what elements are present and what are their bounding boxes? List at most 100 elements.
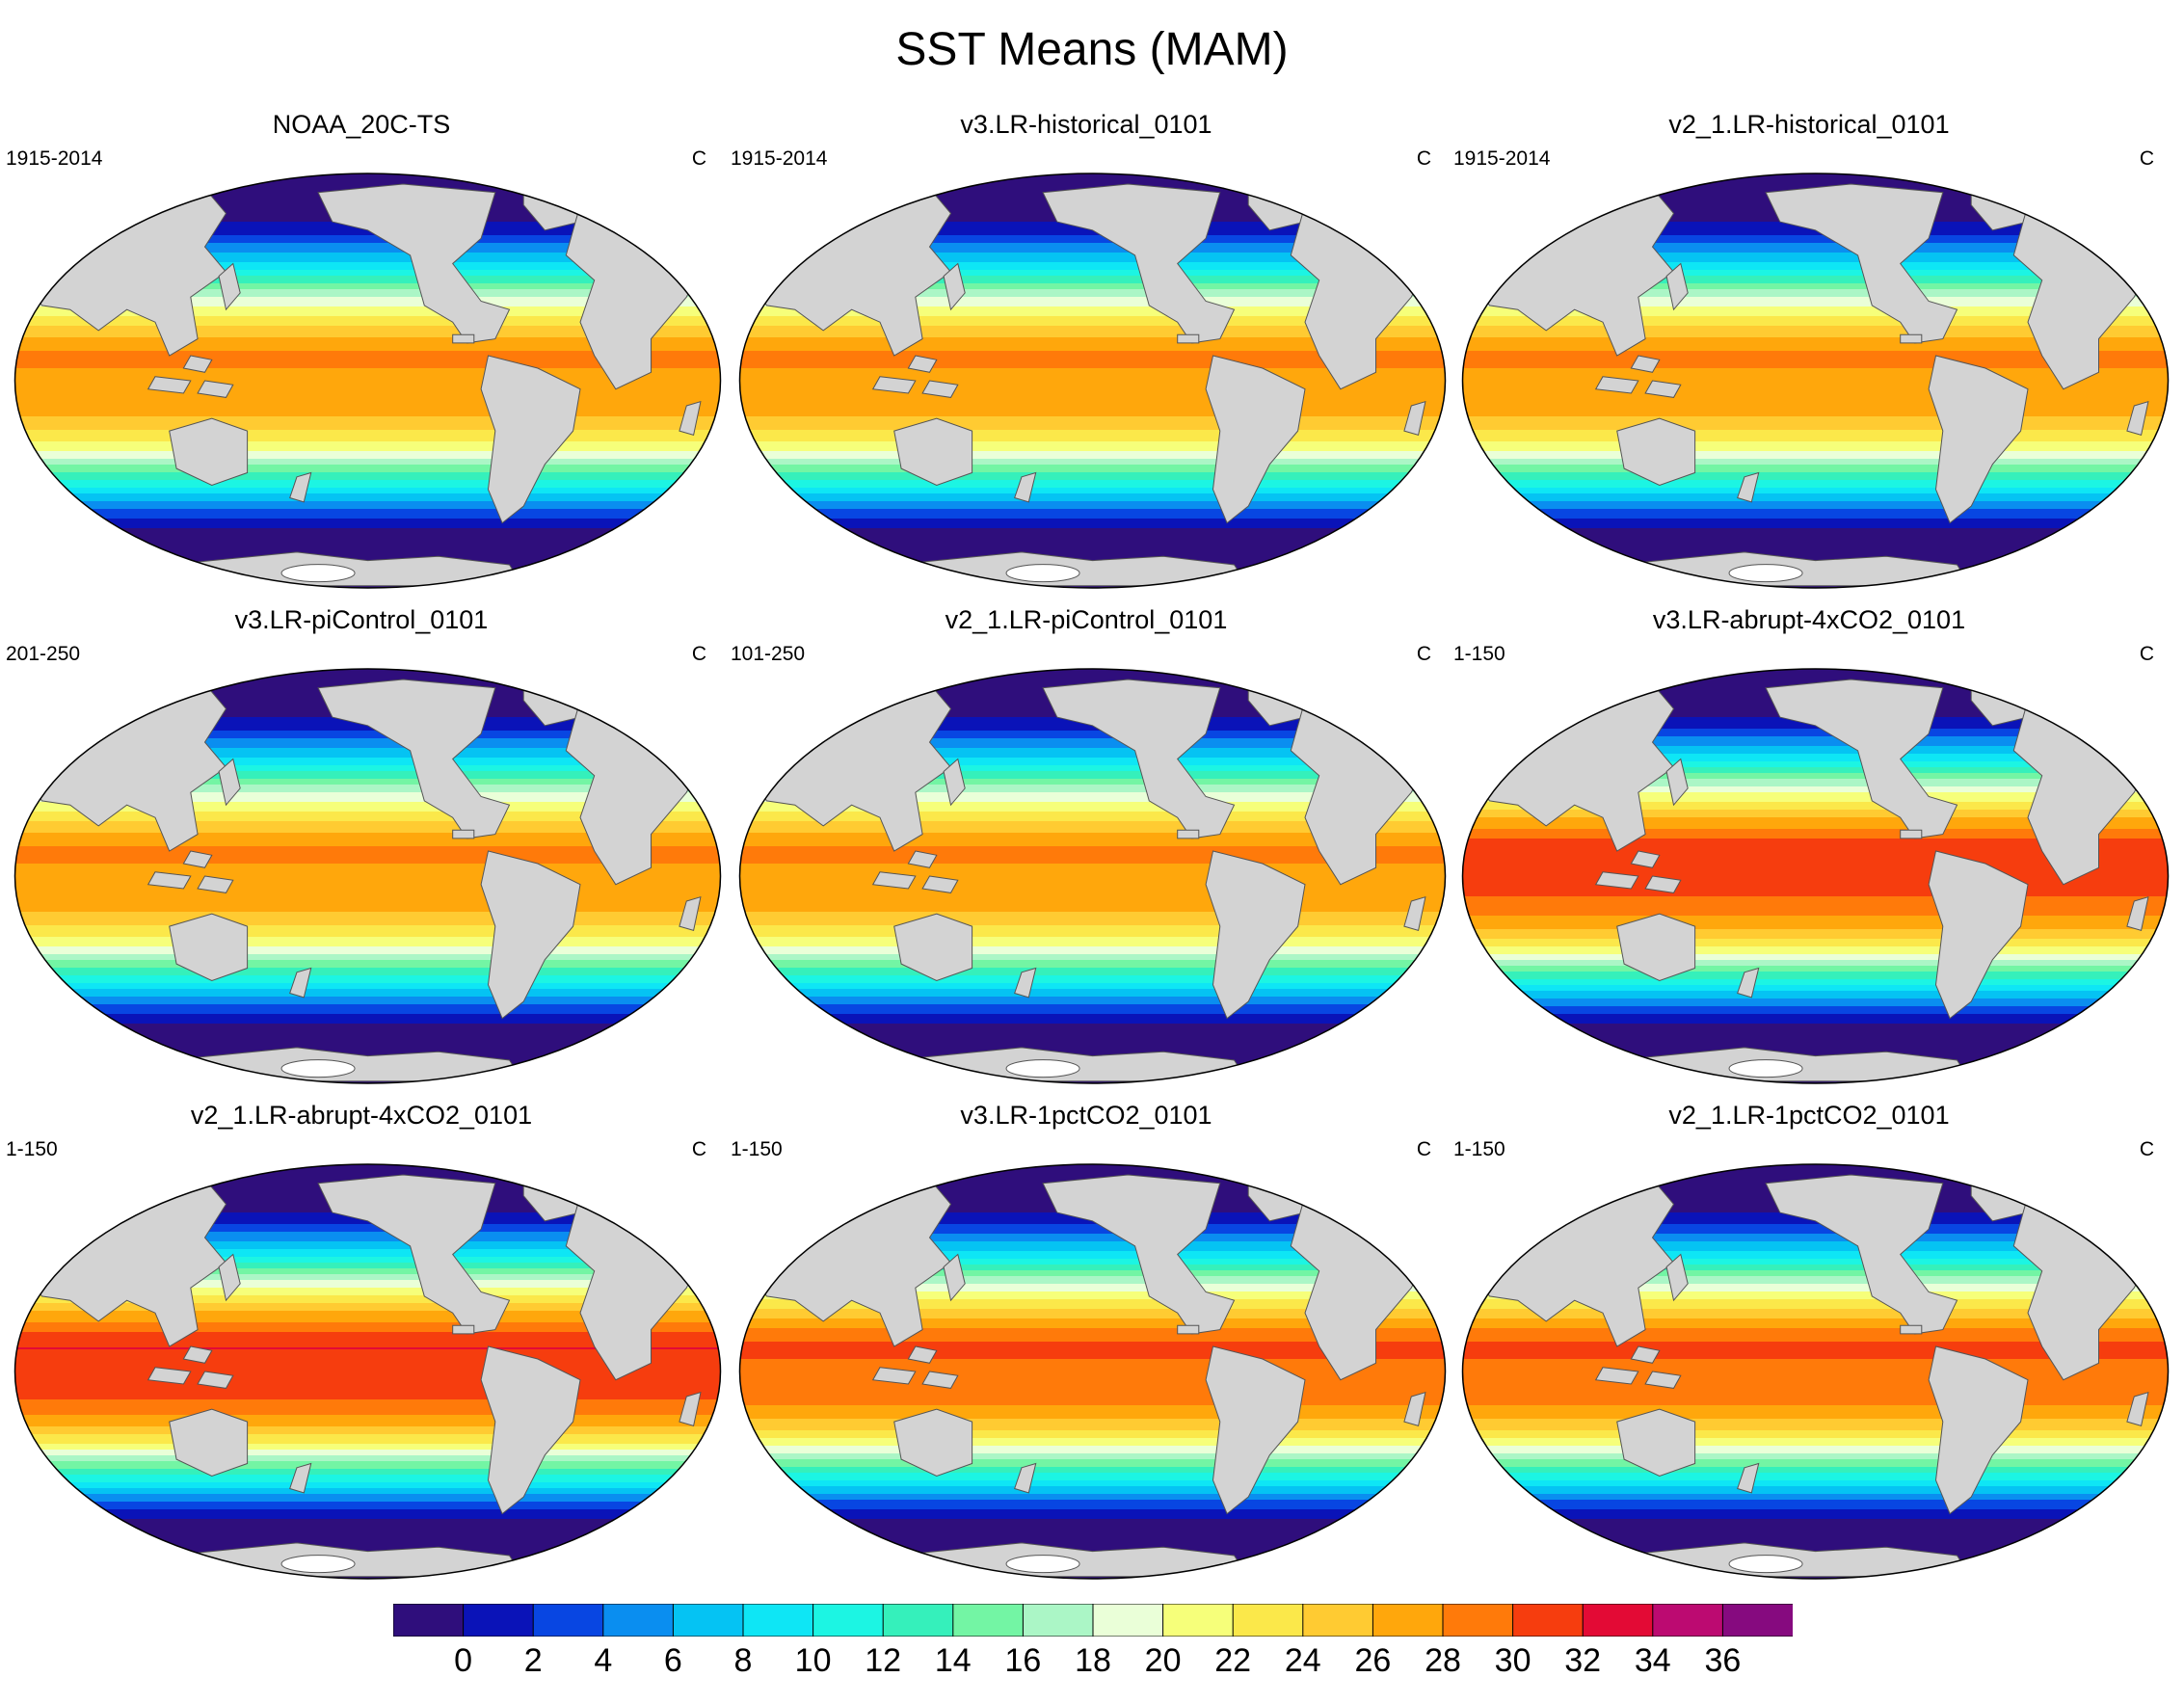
sst-band	[739, 1345, 1446, 1348]
sst-band	[1462, 530, 2169, 533]
sst-band	[14, 466, 721, 469]
sst-band	[14, 305, 721, 307]
sst-band	[739, 998, 1446, 1001]
sst-band	[1462, 1507, 2169, 1510]
sst-band	[14, 1345, 721, 1348]
sst-band	[739, 1234, 1446, 1237]
sst-band	[739, 1355, 1446, 1358]
sst-band	[14, 1324, 721, 1327]
sst-band	[14, 1417, 721, 1420]
sst-band	[739, 1351, 1446, 1354]
sst-band	[739, 401, 1446, 404]
sst-band	[739, 276, 1446, 279]
sst-band	[739, 355, 1446, 358]
sst-band	[14, 359, 721, 361]
sst-band	[14, 407, 721, 410]
sst-band	[739, 303, 1446, 306]
island-caribbean	[452, 1324, 475, 1335]
sst-band	[1462, 894, 2169, 897]
sst-band	[1462, 1052, 2169, 1055]
sst-band	[14, 503, 721, 506]
sst-band	[739, 1039, 1446, 1042]
map-panel: v2_1.LR-abrupt-4xCO2_0101 1-150 C	[0, 1099, 723, 1581]
sst-band	[739, 1436, 1446, 1439]
sst-band	[14, 1222, 721, 1225]
sst-band	[739, 306, 1446, 309]
island-madagascar	[679, 400, 702, 437]
sst-band	[1462, 322, 2169, 325]
sst-band	[1462, 424, 2169, 427]
sst-band	[1462, 557, 2169, 560]
sst-band	[14, 382, 721, 385]
panel-period: 201-250	[6, 643, 81, 665]
sst-band	[1462, 1484, 2169, 1487]
sst-band	[1462, 1002, 2169, 1005]
sst-band	[739, 260, 1446, 263]
sst-band	[14, 819, 721, 822]
landmass-south-america	[480, 850, 581, 1020]
sst-band	[1462, 387, 2169, 390]
sst-band	[14, 761, 721, 764]
sst-band	[739, 931, 1446, 934]
sst-band	[1462, 515, 2169, 518]
sst-band	[14, 1423, 721, 1425]
sst-band	[14, 1288, 721, 1291]
sst-band	[14, 455, 721, 458]
sst-band	[14, 247, 721, 250]
sst-band	[14, 441, 721, 444]
sst-map-svg	[13, 173, 722, 589]
sst-band	[1462, 413, 2169, 415]
sst-band	[739, 335, 1446, 338]
sst-band	[1462, 1369, 2169, 1371]
sst-band	[1462, 1328, 2169, 1331]
sst-band	[1462, 1334, 2169, 1337]
sst-band	[14, 1255, 721, 1258]
sst-band	[14, 339, 721, 342]
sst-band	[739, 449, 1446, 452]
panel-title: v2_1.LR-1pctCO2_0101	[1668, 1101, 1950, 1130]
sst-band	[14, 750, 721, 753]
map-field	[739, 669, 1446, 1083]
sst-band	[739, 492, 1446, 494]
sst-band	[1462, 380, 2169, 383]
sst-band	[14, 1355, 721, 1358]
panel-title: v3.LR-piControl_0101	[234, 605, 489, 634]
sst-band	[14, 985, 721, 988]
sst-band	[1462, 542, 2169, 545]
sst-band	[739, 247, 1446, 250]
island-japan	[943, 758, 966, 807]
sst-band	[739, 914, 1446, 917]
sst-band	[14, 449, 721, 452]
landmass-south-america	[1205, 1345, 1306, 1515]
sst-band	[739, 765, 1446, 768]
sst-band	[14, 384, 721, 386]
sst-band	[14, 233, 721, 236]
sst-band	[739, 540, 1446, 543]
sst-band	[739, 823, 1446, 826]
sst-band	[14, 1473, 721, 1476]
sst-band	[1462, 1226, 2169, 1229]
sst-band	[14, 1000, 721, 1003]
sst-band	[14, 1259, 721, 1262]
landmass-australia	[1616, 417, 1696, 487]
sst-band	[14, 534, 721, 537]
sst-band	[739, 842, 1446, 845]
sst-band	[739, 235, 1446, 238]
sst-band	[14, 1313, 721, 1316]
sst-band	[1462, 547, 2169, 550]
sst-band	[1462, 231, 2169, 234]
sst-band	[1462, 736, 2169, 739]
sst-band	[739, 821, 1446, 824]
sst-band	[14, 875, 721, 878]
sst-band	[739, 1340, 1446, 1343]
sst-band	[739, 1245, 1446, 1248]
sst-band	[739, 1274, 1446, 1277]
sst-band	[14, 1455, 721, 1458]
sst-band	[1462, 355, 2169, 358]
sst-band	[1462, 409, 2169, 412]
sst-band	[1462, 1284, 2169, 1287]
sst-band	[14, 1272, 721, 1275]
sst-band	[739, 973, 1446, 976]
map-field	[14, 1164, 721, 1579]
sst-band	[739, 885, 1446, 888]
